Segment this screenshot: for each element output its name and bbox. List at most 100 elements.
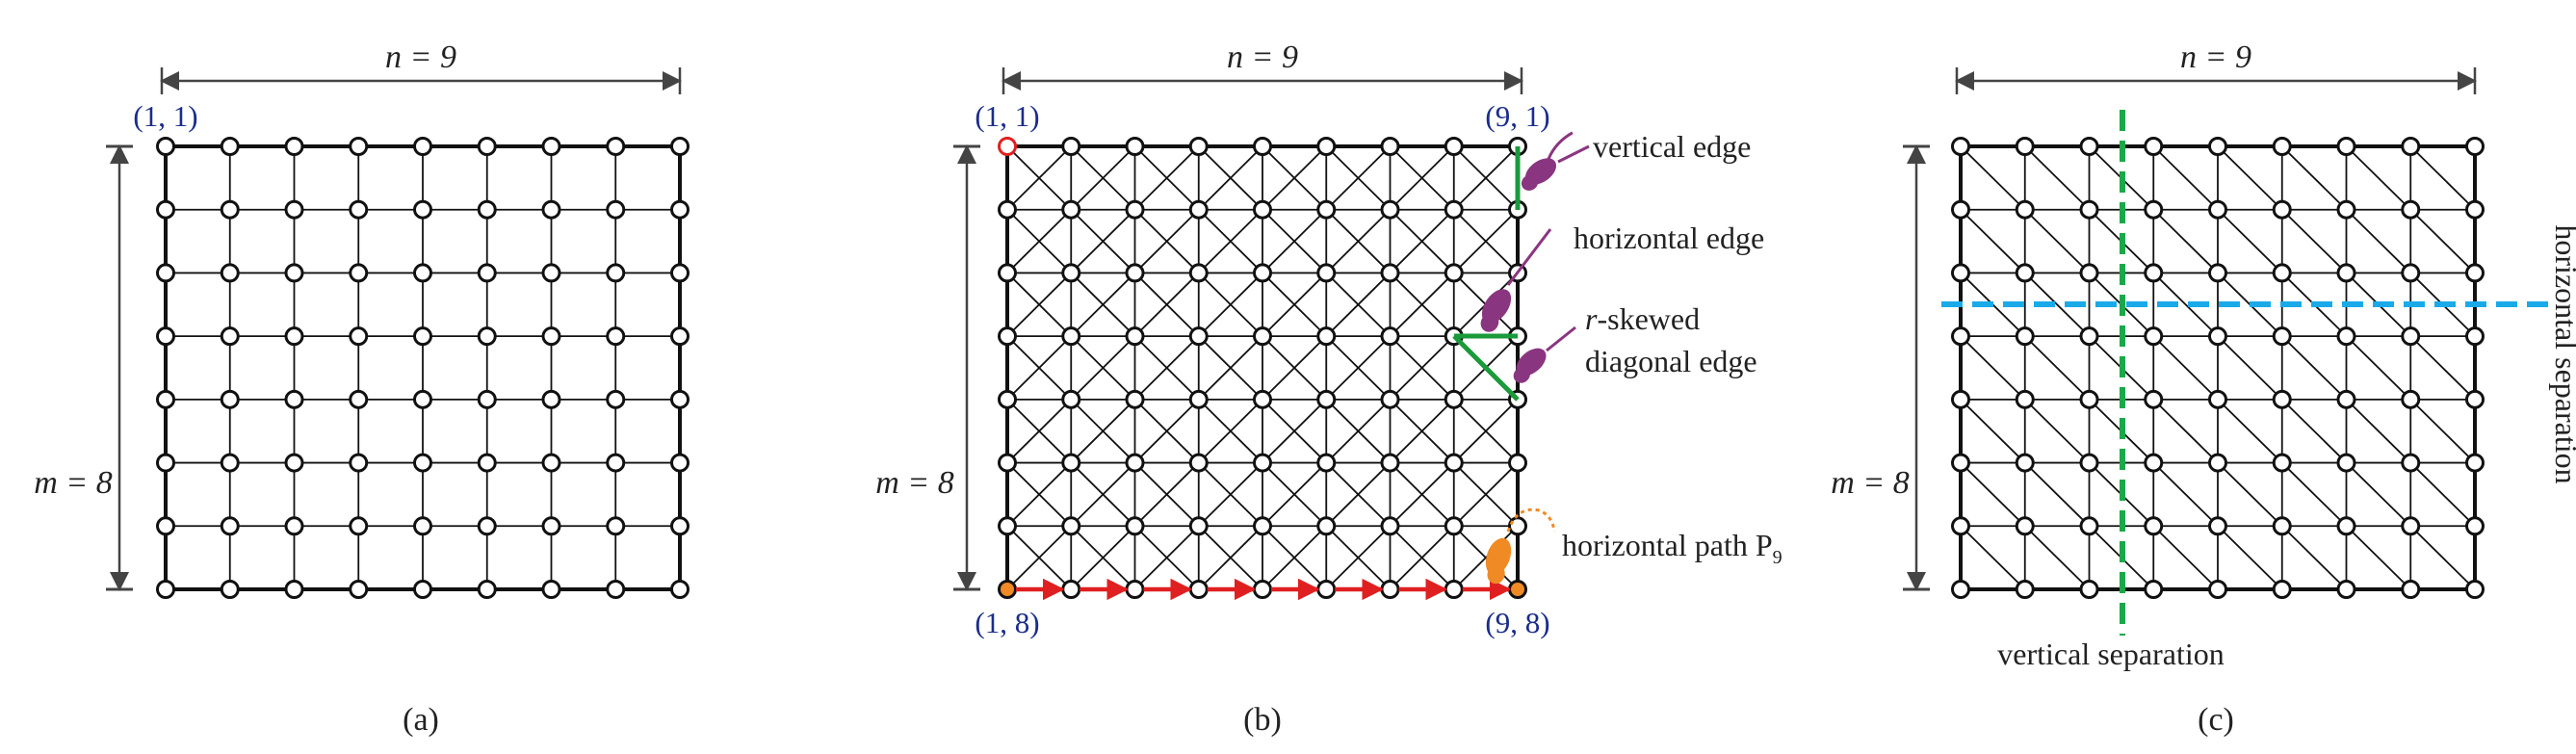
grid-node	[2465, 137, 2485, 156]
grid-node	[1951, 199, 1970, 220]
grid-node	[1061, 389, 1081, 409]
panel-c: n = 9 m = 8 vertical separation horizont…	[1831, 39, 2576, 738]
grid-node	[1951, 389, 1970, 409]
ant-marker-diagonal	[1513, 348, 1547, 383]
diagonal-edge	[1133, 145, 1200, 211]
diagonal-edge	[1198, 335, 1263, 401]
diagonal-edge	[1070, 335, 1136, 401]
diagonal-edge	[1262, 272, 1327, 337]
grid-node	[2208, 326, 2227, 347]
grid-node	[1061, 453, 1081, 473]
diagonal-edge	[1133, 399, 1200, 464]
grid-node	[1380, 389, 1400, 409]
grid-node	[1951, 326, 1970, 347]
grid-node	[1188, 199, 1209, 220]
annotation-vertical-separation: vertical separation	[1997, 637, 2224, 671]
grid-node	[477, 453, 497, 473]
grid-node	[1188, 263, 1209, 283]
grid-node	[1188, 580, 1209, 599]
grid-node	[413, 580, 432, 599]
grid-node	[1253, 580, 1272, 599]
grid-node	[998, 326, 1017, 347]
panel-c-height-dimension: m = 8	[1831, 144, 1930, 591]
diagonal-edge	[1070, 209, 1136, 274]
diagonal-edge	[2152, 399, 2219, 464]
grid-node	[2465, 389, 2485, 409]
panel-a-grid	[156, 137, 690, 599]
diagonal-edge	[2024, 335, 2091, 401]
panel-c-caption: (c)	[2198, 702, 2234, 738]
grid-node	[477, 516, 497, 536]
grid-node	[2144, 453, 2164, 473]
diagonal-edge	[2024, 272, 2091, 337]
diagonal-edge	[1070, 145, 1136, 211]
grid-node	[1125, 199, 1145, 220]
grid-node	[477, 326, 497, 347]
grid-node	[1508, 453, 1527, 473]
grid-node	[998, 389, 1017, 409]
grid-node	[1951, 516, 1970, 536]
diagonal-edge	[2409, 209, 2476, 274]
highlight-diagonal-edge	[1452, 334, 1520, 402]
grid-node	[670, 137, 690, 156]
diagonal-edge	[1325, 399, 1392, 464]
panel-b-height-dimension: m = 8	[875, 144, 980, 591]
diagonal-edge	[1070, 399, 1136, 464]
diagonal-edge	[2281, 145, 2348, 211]
panel-a-corner-top-left: (1, 1)	[133, 99, 197, 133]
grid-node	[2465, 326, 2485, 347]
grid-node	[220, 516, 240, 536]
diagonal-edge	[1325, 525, 1392, 590]
grid-node	[1125, 580, 1145, 599]
grid-node	[1444, 137, 1464, 156]
diagonal-edge	[2152, 335, 2219, 401]
diagonal-edge	[1133, 272, 1200, 337]
diagonal-edge	[2152, 209, 2219, 274]
grid-node	[413, 199, 432, 220]
diagonal-edge	[2281, 399, 2348, 464]
grid-node	[606, 326, 626, 347]
grid-node	[2015, 199, 2035, 220]
diagonal-edge	[1262, 145, 1327, 211]
grid-node	[2401, 453, 2421, 473]
grid-node	[2336, 453, 2356, 473]
diagonal-edge	[2152, 461, 2219, 527]
diagonal-edge	[2217, 335, 2283, 401]
diagonal-edge	[1262, 525, 1327, 590]
panel-b-width-dimension: n = 9	[1002, 39, 1523, 94]
diagonal-edge	[1006, 335, 1072, 401]
ant-marker-vertical	[1521, 131, 1574, 191]
grid-node	[349, 326, 369, 347]
grid-node	[1444, 199, 1464, 220]
grid-node	[2144, 137, 2164, 156]
grid-node	[2208, 516, 2227, 536]
grid-node	[2015, 580, 2035, 599]
grid-node	[1061, 516, 1081, 536]
diagonal-edge	[1389, 272, 1455, 337]
diagonal-edge	[1006, 145, 1072, 211]
grid-node	[2401, 516, 2421, 536]
grid-node	[284, 389, 304, 409]
diagonal-edge	[1389, 525, 1455, 590]
diagonal-edge	[2152, 272, 2219, 337]
grid-node	[1951, 137, 1970, 156]
grid-node	[2272, 326, 2292, 347]
diagonal-edge	[1325, 461, 1392, 527]
grid-node	[1316, 389, 1337, 409]
diagonal-edge	[1262, 399, 1327, 464]
grid-node	[670, 516, 690, 536]
grid-node	[156, 580, 175, 599]
grid-node	[1253, 389, 1272, 409]
diagonal-edge	[2217, 399, 2283, 464]
panel-a: n = 9 m = 8 (1, 1) (a)	[34, 39, 690, 738]
grid-node	[670, 326, 690, 347]
diagonal-edge	[1198, 525, 1263, 590]
ant-marker-path	[1485, 537, 1512, 585]
grid-node	[1380, 516, 1400, 536]
grid-node	[1125, 389, 1145, 409]
grid-node	[606, 263, 626, 283]
grid-node	[998, 516, 1017, 536]
diagonal-edge	[2409, 145, 2476, 211]
grid-node	[2015, 453, 2035, 473]
